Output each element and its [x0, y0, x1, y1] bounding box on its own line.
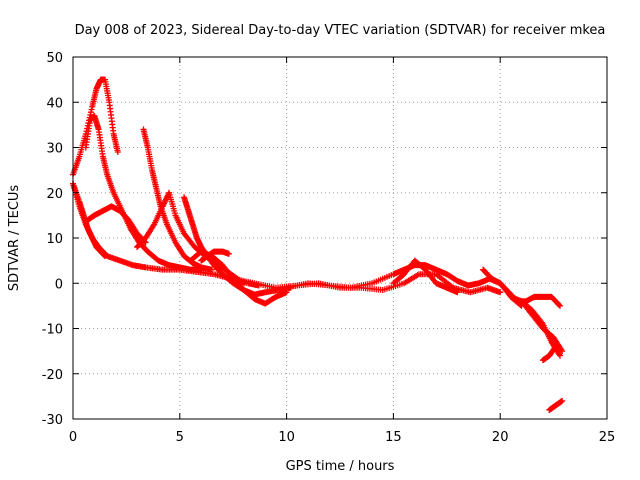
y-tick-label: 40: [46, 96, 63, 111]
data-point-marker: [114, 149, 121, 156]
data-point-marker: [557, 302, 564, 309]
series-arc-13: [390, 257, 461, 296]
y-tick-label: -20: [42, 368, 63, 383]
data-point-marker: [552, 343, 559, 350]
y-tick-label: 10: [46, 232, 63, 247]
y-tick-label: 30: [46, 142, 63, 157]
data-points: [70, 76, 566, 413]
x-tick-label: 25: [599, 430, 616, 445]
x-tick-label: 20: [492, 430, 509, 445]
data-point-marker: [557, 352, 564, 359]
data-point-marker: [208, 266, 215, 273]
series-arc-18: [546, 397, 566, 413]
y-tick-label: 20: [46, 187, 63, 202]
y-axis-label: SDTVAR / TECUs: [7, 185, 22, 292]
y-tick-label: -30: [42, 413, 63, 428]
series-arc-4: [70, 180, 109, 260]
x-axis: 0 5 10 15 20 25: [69, 57, 615, 445]
x-axis-label: GPS time / hours: [286, 459, 395, 474]
data-point-marker: [556, 301, 563, 308]
data-point-marker: [559, 348, 566, 355]
x-tick-label: 5: [176, 430, 184, 445]
y-tick-label: 50: [46, 51, 63, 66]
data-point-marker: [497, 289, 504, 296]
grid-lines: [73, 57, 607, 419]
y-axis: -30 -20 -10 0 10 20 30 40 50: [42, 51, 607, 428]
series-arc-16: [518, 298, 566, 355]
y-tick-label: 0: [55, 277, 63, 292]
series-arc-10: [198, 248, 232, 264]
data-point-marker: [102, 253, 109, 260]
y-tick-label: -10: [42, 323, 63, 338]
chart-title: Day 008 of 2023, Sidereal Day-to-day VTE…: [75, 23, 606, 38]
x-tick-label: 10: [278, 430, 295, 445]
data-point-marker: [559, 397, 566, 404]
series-arc-9: [187, 248, 290, 307]
x-tick-label: 0: [69, 430, 77, 445]
x-tick-label: 15: [385, 430, 402, 445]
series-arc-1: [70, 76, 121, 178]
data-point-marker: [454, 289, 461, 296]
series-arc-6: [140, 126, 215, 273]
series-arc-17: [539, 343, 559, 364]
data-point-marker: [225, 250, 232, 257]
